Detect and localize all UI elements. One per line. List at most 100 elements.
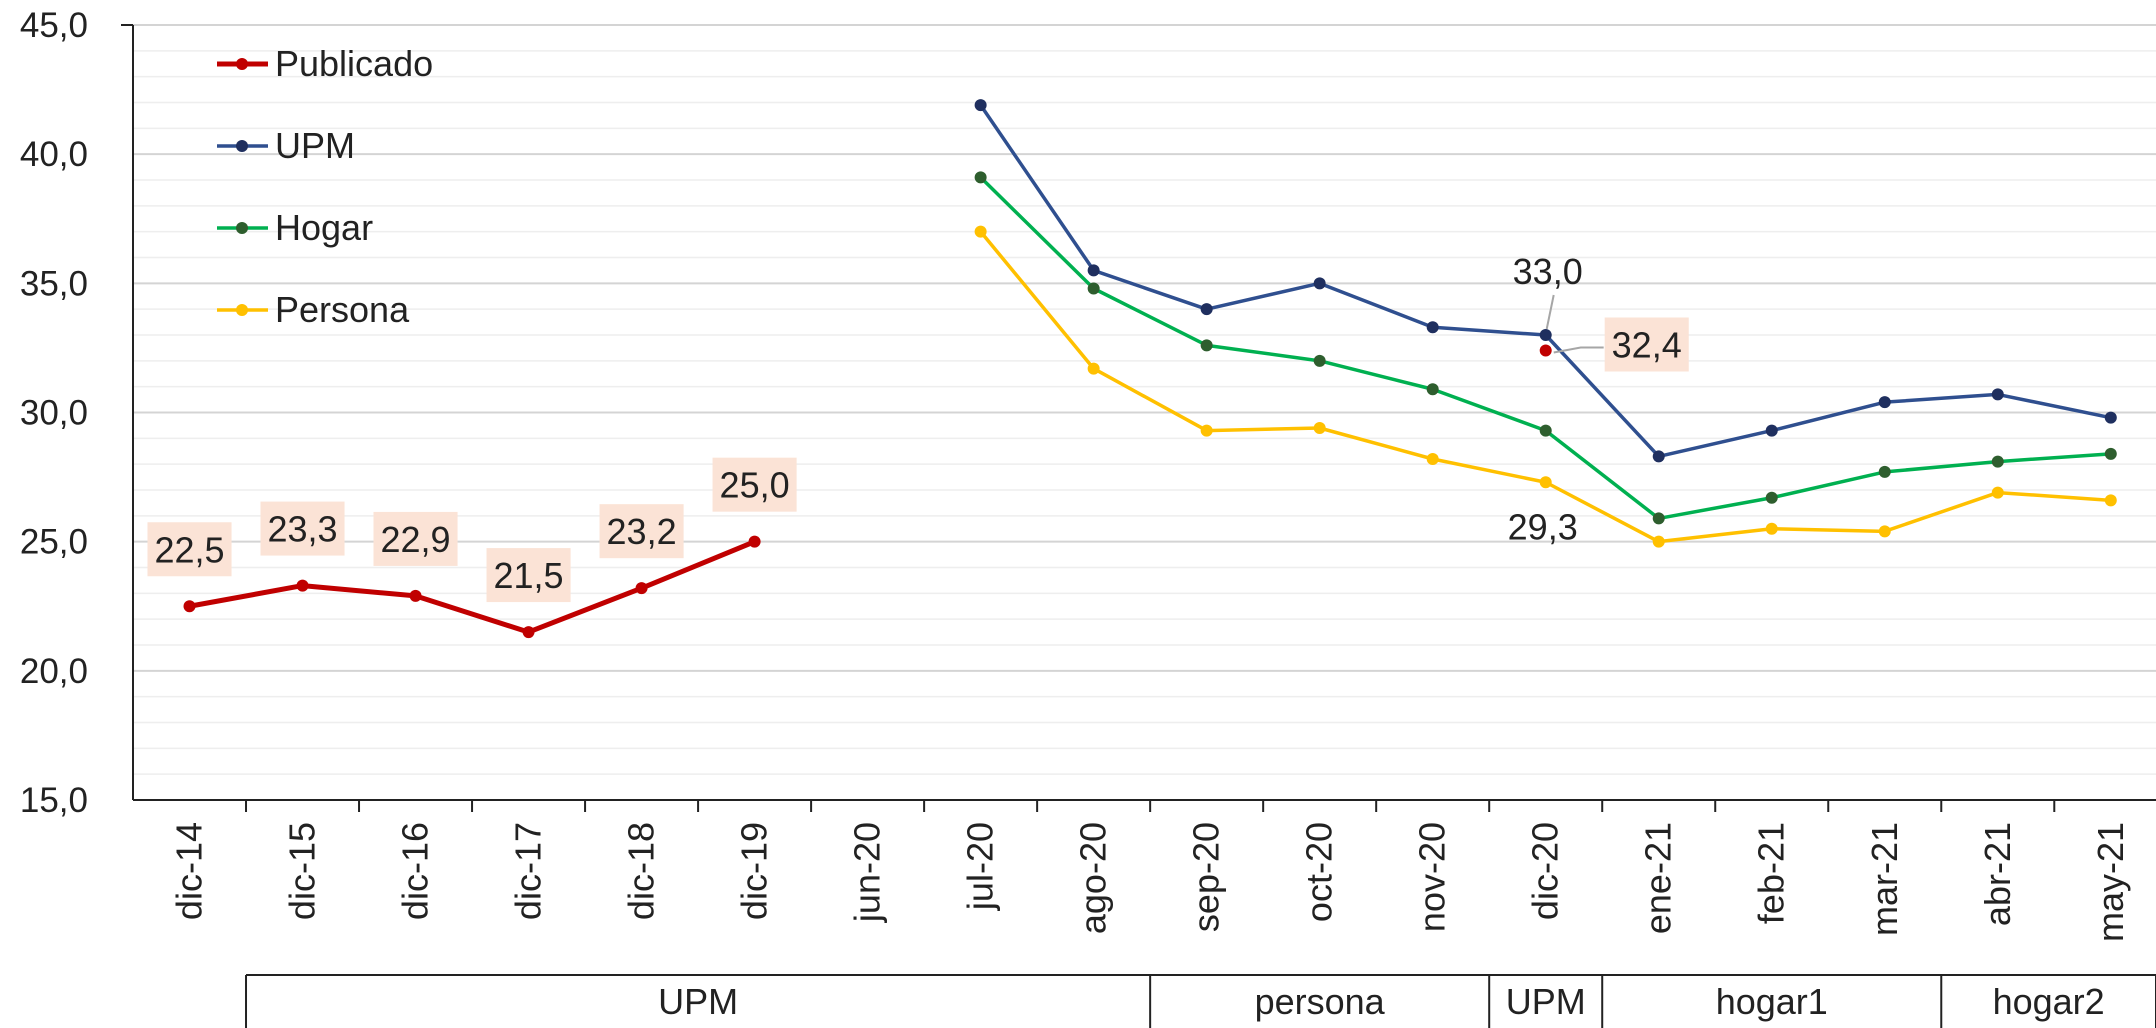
data-label: 21,5 [494, 555, 564, 596]
x-tick-label: oct-20 [1299, 822, 1340, 922]
group-label: hogar2 [1993, 981, 2105, 1022]
data-point-hogar [974, 171, 987, 184]
data-point-hogar [1652, 512, 1665, 525]
data-point-persona [1765, 522, 1778, 535]
data-point-persona [1426, 453, 1439, 465]
data-point-upm [1200, 303, 1213, 316]
series-lines [183, 99, 2117, 639]
data-point-hogar [1313, 354, 1326, 367]
data-point-hogar [1426, 383, 1439, 396]
data-label: 22,5 [154, 529, 224, 570]
legend-label: Publicado [275, 43, 433, 84]
major-gridlines [133, 24, 2156, 672]
data-point-upm [1991, 388, 2004, 401]
data-point-upm [1426, 321, 1439, 334]
y-tick-label: 45,0 [20, 6, 88, 45]
data-point-persona [1087, 362, 1100, 375]
data-labels: 22,5 23,3 22,9 21,5 23,2 25,0 33,0 32,4 29,3 [147, 251, 1689, 603]
data-point-upm [974, 99, 987, 112]
x-axis-tick-labels: dic-14 dic-15 dic-16 dic-17 dic-18 dic-19 jun-… [169, 822, 2131, 942]
x-tick-label: feb-21 [1751, 822, 1792, 924]
data-point-publicado [522, 626, 535, 639]
data-point-publicado [1539, 344, 1552, 357]
group-label: UPM [658, 981, 738, 1022]
data-label: 23,2 [607, 511, 677, 552]
data-point-persona [974, 225, 987, 238]
data-point-persona [1991, 486, 2004, 499]
data-point-publicado [183, 600, 196, 613]
group-label: UPM [1506, 981, 1586, 1022]
data-label-background [1604, 317, 1689, 372]
data-point-persona [1200, 424, 1213, 437]
legend: Publicado UPM Hogar Persona [217, 43, 433, 330]
legend-swatch-marker [236, 222, 248, 234]
y-tick-label: 40,0 [20, 135, 88, 174]
data-label: 23,3 [267, 509, 337, 550]
y-tick-label: 35,0 [20, 264, 88, 303]
x-tick-label: nov-20 [1412, 822, 1453, 932]
category-groups: UPM persona UPM hogar1 hogar2 [245, 974, 2156, 1028]
x-tick-label: may-21 [2090, 822, 2131, 942]
y-axis-tick-labels: 15,0 20,0 25,0 30,0 35,0 40,0 45,0 [20, 6, 88, 820]
data-label-background [373, 511, 458, 566]
data-point-upm [1652, 450, 1665, 463]
data-label-background [599, 504, 684, 559]
data-label-background [147, 522, 232, 577]
data-point-hogar [1087, 282, 1100, 295]
x-tick-label: ene-21 [1638, 822, 1679, 934]
x-tick-label: ago-20 [1073, 822, 1114, 934]
data-point-publicado [748, 535, 761, 548]
data-label: 33,0 [1513, 251, 1583, 292]
data-point-persona [2104, 494, 2117, 507]
y-tick-label: 30,0 [20, 394, 88, 433]
data-label-background [260, 501, 345, 556]
x-tick-label: abr-21 [1977, 822, 2018, 926]
legend-swatch-marker [236, 140, 248, 152]
y-tick-label: 15,0 [20, 781, 88, 820]
data-label-background [712, 457, 797, 512]
y-tick-label: 25,0 [20, 523, 88, 562]
axes [121, 24, 2156, 812]
x-tick-label: dic-15 [282, 822, 323, 920]
data-point-hogar [2104, 447, 2117, 460]
x-tick-label: dic-14 [169, 822, 210, 920]
group-label: persona [1255, 981, 1386, 1022]
data-point-upm [1539, 329, 1552, 341]
data-label: 25,0 [720, 465, 790, 506]
x-tick-label: dic-19 [734, 822, 775, 920]
x-tick-label: dic-18 [621, 822, 662, 920]
leader-line [1553, 346, 1604, 354]
legend-swatch-marker [236, 58, 248, 70]
data-point-persona [1652, 535, 1665, 548]
data-point-persona [1539, 476, 1552, 489]
data-point-upm [1313, 277, 1326, 290]
data-label: 29,3 [1508, 507, 1578, 548]
data-point-publicado [635, 582, 648, 595]
x-tick-label: dic-20 [1525, 822, 1566, 920]
x-tick-label: sep-20 [1186, 822, 1227, 932]
data-point-upm [1087, 264, 1100, 277]
x-tick-label: dic-17 [508, 822, 549, 920]
x-tick-label: jul-20 [960, 822, 1001, 911]
data-point-hogar [1765, 491, 1778, 504]
legend-label: Persona [275, 289, 410, 330]
minor-gridlines [133, 50, 2156, 775]
data-point-persona [1878, 525, 1891, 538]
data-point-publicado [296, 579, 309, 592]
data-point-upm [1878, 396, 1891, 409]
data-point-hogar [1991, 455, 2004, 468]
leader-line [1545, 294, 1555, 330]
legend-label: UPM [275, 125, 355, 166]
data-label: 22,9 [381, 519, 451, 560]
data-point-publicado [409, 589, 422, 602]
data-label-background [486, 548, 571, 603]
data-point-hogar [1539, 424, 1552, 437]
data-label: 32,4 [1612, 325, 1682, 366]
data-point-hogar [1878, 465, 1891, 478]
data-point-persona [1313, 422, 1326, 434]
y-tick-label: 20,0 [20, 652, 88, 691]
x-tick-label: mar-21 [1864, 822, 1905, 936]
legend-label: Hogar [275, 207, 373, 248]
data-point-hogar [1200, 339, 1213, 352]
